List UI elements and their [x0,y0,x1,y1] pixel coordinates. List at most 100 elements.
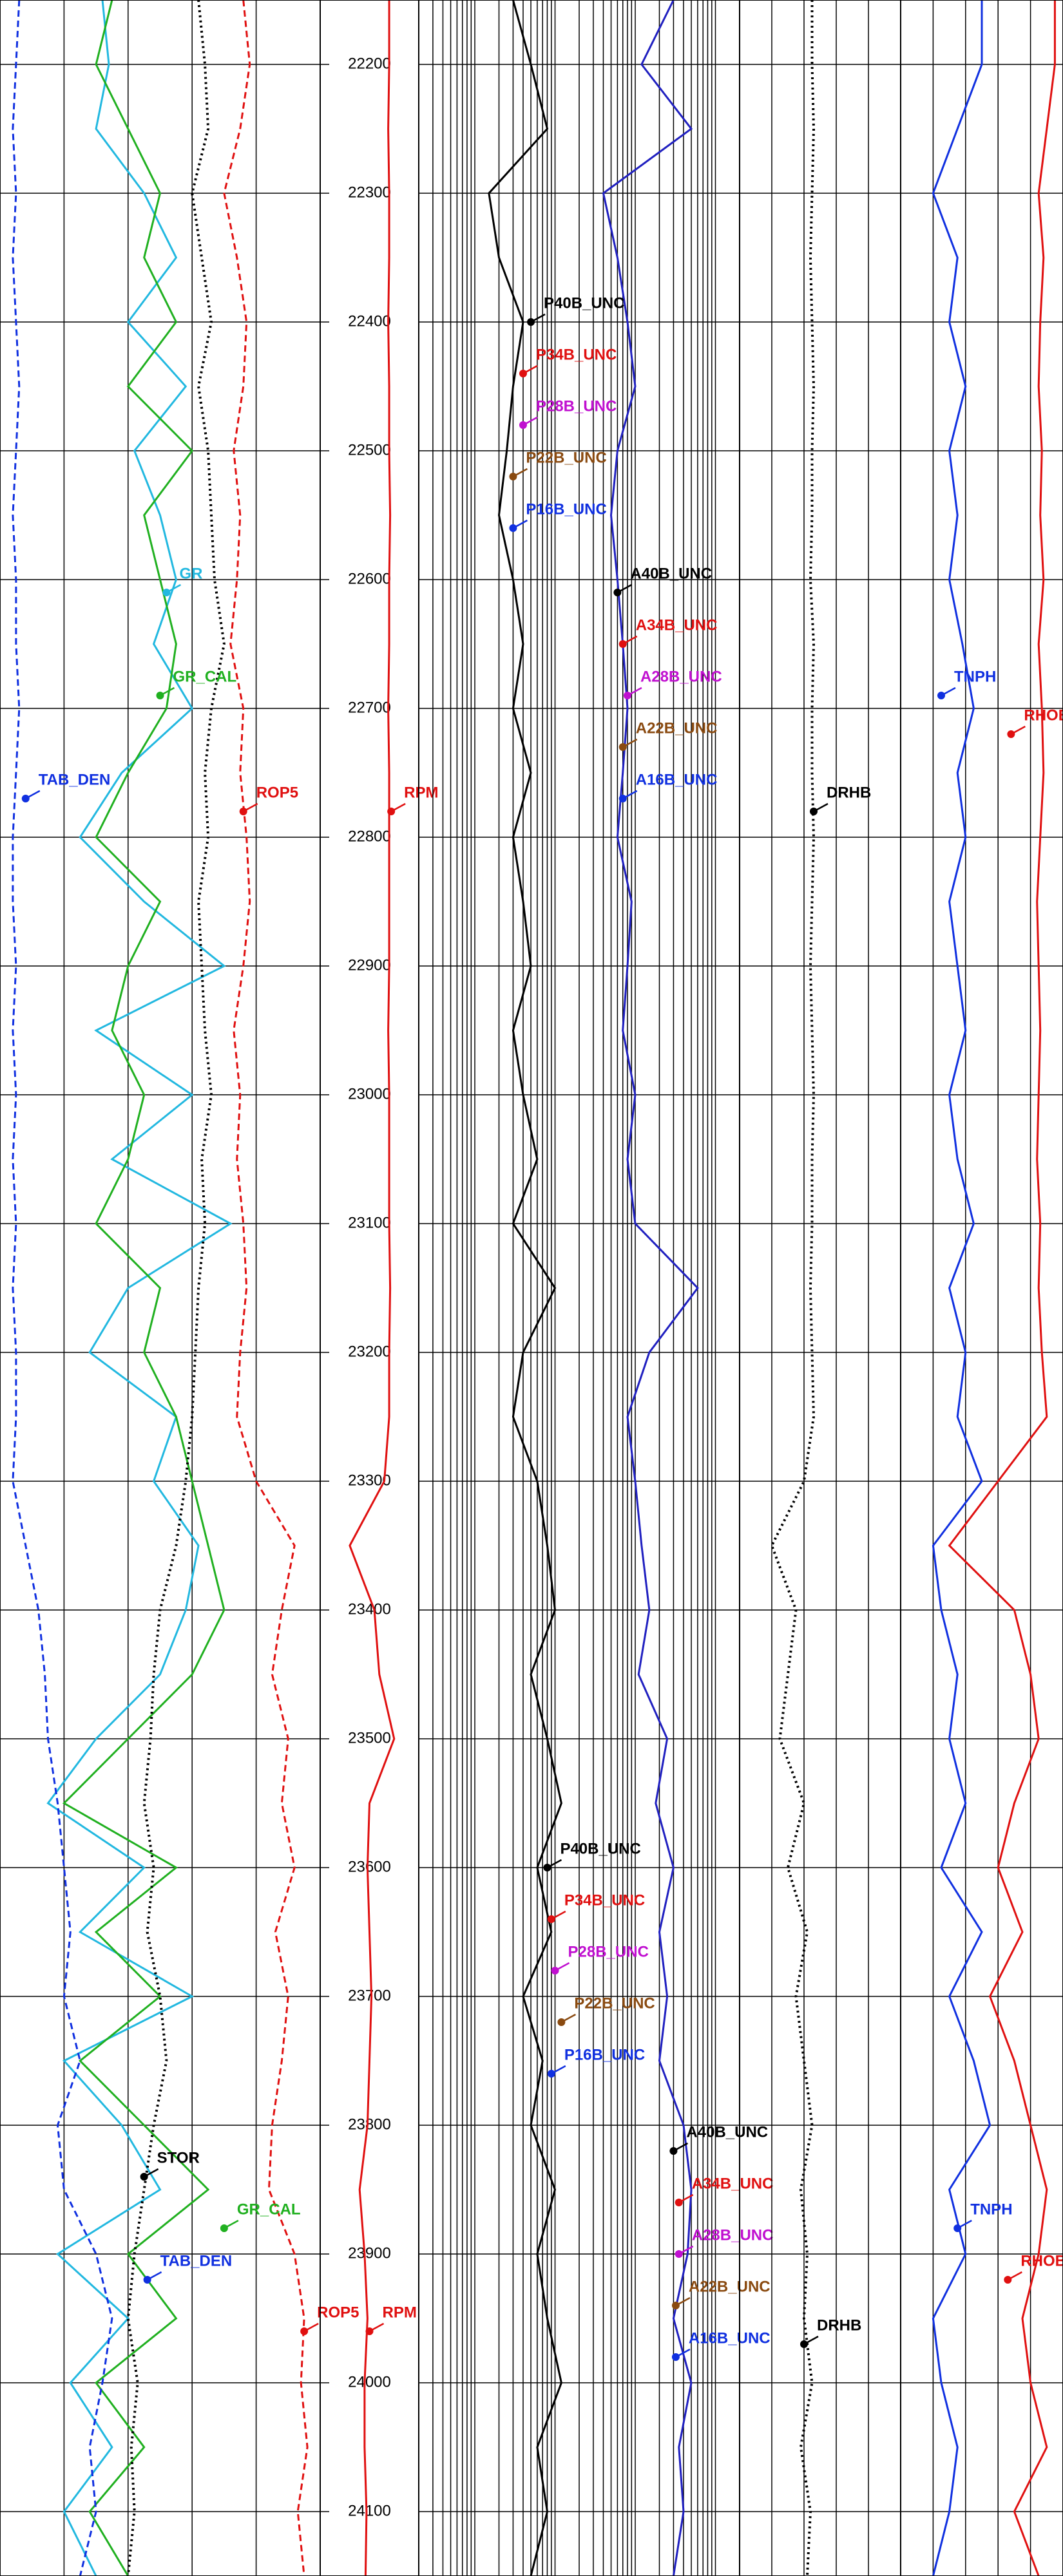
annotation-label: RHOB [1024,706,1063,724]
log-curve [948,0,1056,2576]
annotation-point [387,808,396,815]
log-curve [770,0,816,2576]
log-curve [488,0,562,2576]
track: 22200 22300 22400 22500 22600 22700 22800 22900… [320,0,439,2576]
annotation-point [937,692,945,699]
depth-label: 23400 [348,1600,391,1618]
log-curve [12,0,113,2576]
annotation-label: GR [179,565,202,582]
annotation-point [551,1967,559,1975]
track-border [900,0,1063,2576]
annotation-label: P22B_UNC [526,449,606,466]
annotation-label: P34B_UNC [536,346,617,363]
annotation-point [527,318,535,326]
depth-label: 23600 [348,1858,391,1875]
annotation-label: A40B_UNC [686,2123,768,2141]
annotation-point [618,640,627,648]
annotation-point [671,2353,680,2361]
annotation-point [613,589,622,596]
depth-label: 22200 [348,55,391,72]
annotation-point [671,2302,680,2309]
annotation-label: P16B_UNC [564,2046,645,2063]
annotation-label: ROP5 [317,2304,359,2321]
annotation-label: GR_CAL [237,2201,301,2218]
annotation-label: DRHB [817,2316,861,2334]
annotation-label: RPM [383,2304,417,2321]
annotation-label: P16B_UNC [526,500,606,518]
log-curve [126,0,225,2576]
log-curve [932,0,991,2576]
log-curve [602,0,699,2576]
annotation-point [953,2224,962,2232]
annotation-point [669,2147,678,2155]
annotation-point [239,808,247,815]
annotation-label: A16B_UNC [689,2329,771,2347]
annotation-label: A28B_UNC [692,2226,774,2244]
annotation-label: ROP5 [256,784,298,801]
annotation-point [547,2070,555,2078]
depth-label: 22500 [348,441,391,459]
depth-label: 24000 [348,2373,391,2391]
annotation-point [220,2224,228,2232]
annotation-label: P28B_UNC [568,1943,649,1960]
annotation-label: P28B_UNC [536,397,617,415]
track: TNPH RHOB TNPH RHOB [900,0,1063,2576]
annotation-label: RHOB [1020,2252,1063,2269]
annotation-point [509,473,517,480]
annotation-point [519,421,527,429]
annotation-label: P34B_UNC [564,1891,645,1909]
depth-label: 22800 [348,828,391,845]
annotation-point [162,589,171,596]
log-curve [46,0,233,2576]
depth-label: 23800 [348,2116,391,2133]
depth-label: 22700 [348,699,391,716]
annotation-point [156,692,164,699]
annotation-point [1004,2276,1012,2284]
log-curve [349,0,396,2576]
depth-label: 23500 [348,1729,391,1747]
depth-label: 22400 [348,312,391,330]
log-curve [223,0,309,2576]
annotation-point [140,2173,148,2181]
annotation-label: A34B_UNC [636,616,718,634]
annotation-point [509,524,517,532]
annotation-label: DRHB [827,784,871,801]
annotation-point [547,1915,555,1923]
annotation-label: TNPH [954,668,996,685]
annotation-point [543,1864,551,1871]
annotation-label: P22B_UNC [574,1994,655,2012]
annotation-label: GR_CAL [173,668,237,685]
annotation-point [519,370,527,377]
annotation-point [675,2250,683,2258]
annotation-label: A22B_UNC [636,719,718,737]
annotation-label: P40B_UNC [544,294,624,312]
annotation-label: TAB_DEN [160,2252,233,2269]
annotation-point [21,795,30,802]
annotation-point [810,808,818,815]
depth-label: 22900 [348,956,391,974]
annotation-label: P40B_UNC [560,1840,640,1857]
annotation-point [618,743,627,751]
depth-label: 22300 [348,184,391,201]
annotation-point [300,2327,309,2335]
annotation-point [365,2327,374,2335]
log-curve [62,0,225,2576]
annotation-label: A28B_UNC [640,668,722,685]
annotation-point [557,2018,566,2026]
annotation-point [143,2276,151,2284]
annotation-label: STOR [157,2149,200,2166]
depth-label: 24100 [348,2502,391,2519]
depth-label: 23700 [348,1987,391,2004]
annotation-label: A22B_UNC [689,2278,771,2295]
depth-label: 23200 [348,1343,391,1360]
annotation-label: TNPH [970,2201,1012,2218]
annotation-label: TAB_DEN [39,771,111,788]
annotation-label: A16B_UNC [636,771,718,788]
annotation-point [623,692,631,699]
annotation-point [800,2340,808,2348]
depth-label: 23000 [348,1085,391,1103]
depth-label: 22600 [348,570,391,587]
depth-label: 23900 [348,2244,391,2262]
